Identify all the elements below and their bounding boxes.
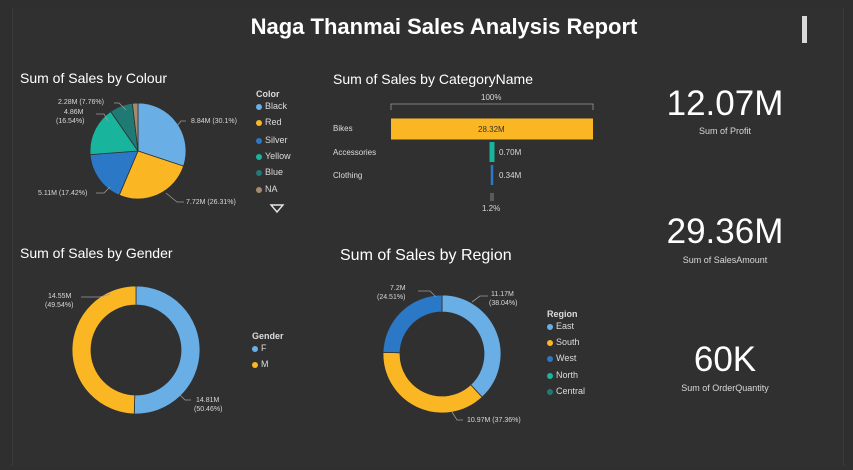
leader-line [418,290,437,298]
region-label-east-value: 11.17M [491,291,514,298]
legend-item-blue[interactable]: Blue [256,167,283,177]
region-legend-title: Region [547,309,578,319]
region-label-east-percent: (38.04%) [489,300,518,307]
category-label-accessories: Accessories [333,148,377,157]
bar-accessories[interactable] [489,142,495,162]
category-top-percent: 100% [481,93,502,102]
legend-item-east[interactable]: East [547,321,574,331]
kpi-profit-label: Sum of Profit [698,126,752,136]
slice-west[interactable] [382,294,443,354]
colour-label-yellow: 5.11M (17.42%) [38,190,88,197]
gender-label-f-value: 14.81M [196,397,220,404]
slice-black[interactable] [137,102,187,167]
leader-line [176,120,186,127]
colour-label-black: 8.84M (30.1%) [191,118,237,125]
legend-item-yellow[interactable]: Yellow [256,151,291,161]
category-label-clothing: Clothing [333,171,363,180]
legend-item-f[interactable]: F [252,343,267,353]
legend-dot-icon [256,137,262,144]
gender-label-m-value: 14.55M [48,293,72,300]
colour-chart-title: Sum of Sales by Colour [20,70,168,86]
legend-dot-icon [256,169,262,176]
slice-f[interactable] [133,285,201,415]
legend-item-silver[interactable]: Silver [256,135,288,145]
legend-dot-icon [252,361,258,368]
scroll-handle[interactable] [802,16,807,43]
kpi-orderqty-label: Sum of OrderQuantity [681,383,769,393]
bar-clothing[interactable] [490,165,494,185]
leader-line [81,293,111,298]
slice-na[interactable] [131,102,139,152]
kpi-sales-label: Sum of SalesAmount [682,255,768,265]
leader-line [179,394,191,401]
bar-value-clothing: 0.34M [499,171,522,180]
legend-item-red[interactable]: Red [256,117,282,127]
category-chart-title: Sum of Sales by CategoryName [333,71,533,87]
slice-south[interactable] [382,351,483,414]
region-chart-title: Sum of Sales by Region [340,247,512,264]
colour-legend-title: Color [256,89,280,99]
legend-dot-icon [256,153,262,160]
legend-item-west[interactable]: West [547,353,576,363]
gender-label-m-percent: (49.54%) [45,302,74,309]
legend-dot-icon [547,355,553,362]
legend-dot-icon [547,372,553,379]
colour-label-red: 7.72M (26.31%) [186,199,236,206]
legend-scroll-down-icon[interactable] [269,204,285,214]
legend-item-m[interactable]: M [252,359,269,369]
bar-value-accessories: 0.70M [499,148,522,157]
slice-silver[interactable] [89,150,139,196]
slice-east[interactable] [441,294,502,398]
legend-dot-icon [256,103,262,110]
bar-value-bikes: 28.32M [478,125,505,134]
legend-dot-icon [547,388,553,395]
slice-red[interactable] [118,150,185,200]
gender-legend-title: Gender [252,331,284,341]
leader-line [451,411,463,421]
legend-item-black[interactable]: Black [256,101,287,111]
leader-line [114,102,127,111]
legend-dot-icon [252,345,258,352]
legend-dot-icon [256,186,262,193]
leader-line [165,192,184,203]
report-title: Naga Thanmai Sales Analysis Report [250,14,638,39]
report-panel [12,8,844,466]
kpi-orderqty-value: 60K [693,340,757,379]
bar-bikes[interactable] [391,118,593,140]
leader-line [96,186,111,194]
kpi-sales-value: 29.36M [666,212,784,251]
colour-label-blue-percent: (16.54%) [56,118,85,125]
gender-chart-title: Sum of Sales by Gender [20,245,173,261]
region-label-west-value: 7.2M [390,285,406,292]
leader-line [96,113,109,122]
kpi-profit-value: 12.07M [666,84,784,123]
slice-m[interactable] [71,285,137,415]
legend-item-na[interactable]: NA [256,184,278,194]
colour-label-na: 2.28M (7.76%) [58,99,104,106]
legend-item-north[interactable]: North [547,370,578,380]
region-label-west-percent: (24.51%) [377,294,406,301]
category-bottom-percent: 1.2% [482,204,501,213]
region-label-south: 10.97M (37.36%) [467,417,521,424]
gender-label-f-percent: (50.46%) [194,406,223,413]
legend-dot-icon [547,323,553,330]
leader-line [471,295,488,303]
legend-dot-icon [256,119,262,126]
legend-item-central[interactable]: Central [547,386,585,396]
scale-bracket [390,103,594,110]
category-label-bikes: Bikes [333,124,353,133]
legend-dot-icon [547,339,553,346]
colour-label-blue-value: 4.86M [64,109,84,116]
slice-yellow[interactable] [89,110,139,156]
legend-item-south[interactable]: South [547,337,580,347]
